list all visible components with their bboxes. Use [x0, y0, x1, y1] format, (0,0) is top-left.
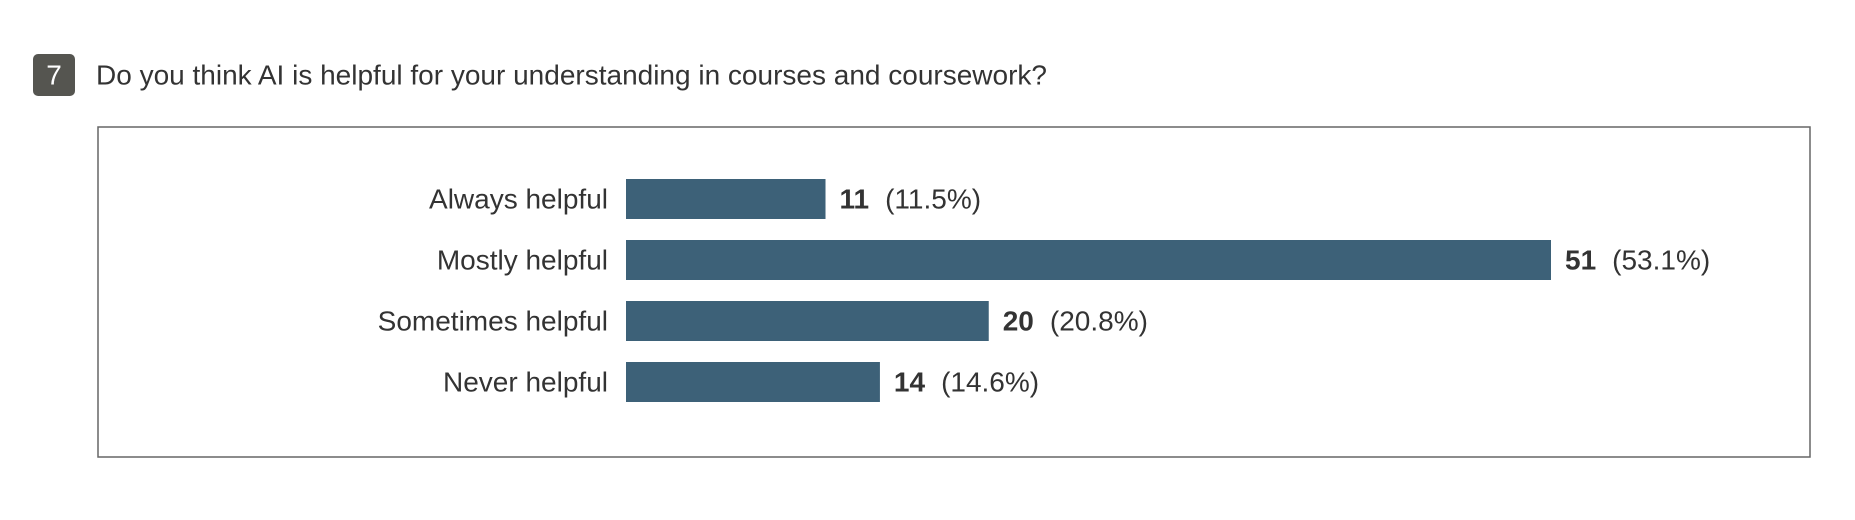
count-label: 11	[840, 184, 870, 215]
count-label: 20	[1003, 306, 1034, 337]
count-label: 14	[894, 367, 926, 398]
question-text: Do you think AI is helpful for your unde…	[96, 60, 1047, 91]
share-label: (20.8%)	[1050, 306, 1148, 337]
category-label: Always helpful	[429, 184, 608, 215]
category-label: Mostly helpful	[437, 245, 608, 276]
bar	[626, 301, 989, 341]
question-badge	[33, 54, 75, 96]
share-label: (14.6%)	[941, 367, 1039, 398]
share-label: (53.1%)	[1612, 245, 1710, 276]
category-label: Sometimes helpful	[378, 306, 608, 337]
category-label: Never helpful	[443, 367, 608, 398]
chart-frame	[97, 126, 1811, 458]
bar	[626, 362, 880, 402]
question-number: 7	[46, 60, 62, 91]
count-label: 51	[1565, 245, 1596, 276]
bar	[626, 179, 826, 219]
bar	[626, 240, 1551, 280]
share-label: (11.5%)	[885, 184, 981, 215]
